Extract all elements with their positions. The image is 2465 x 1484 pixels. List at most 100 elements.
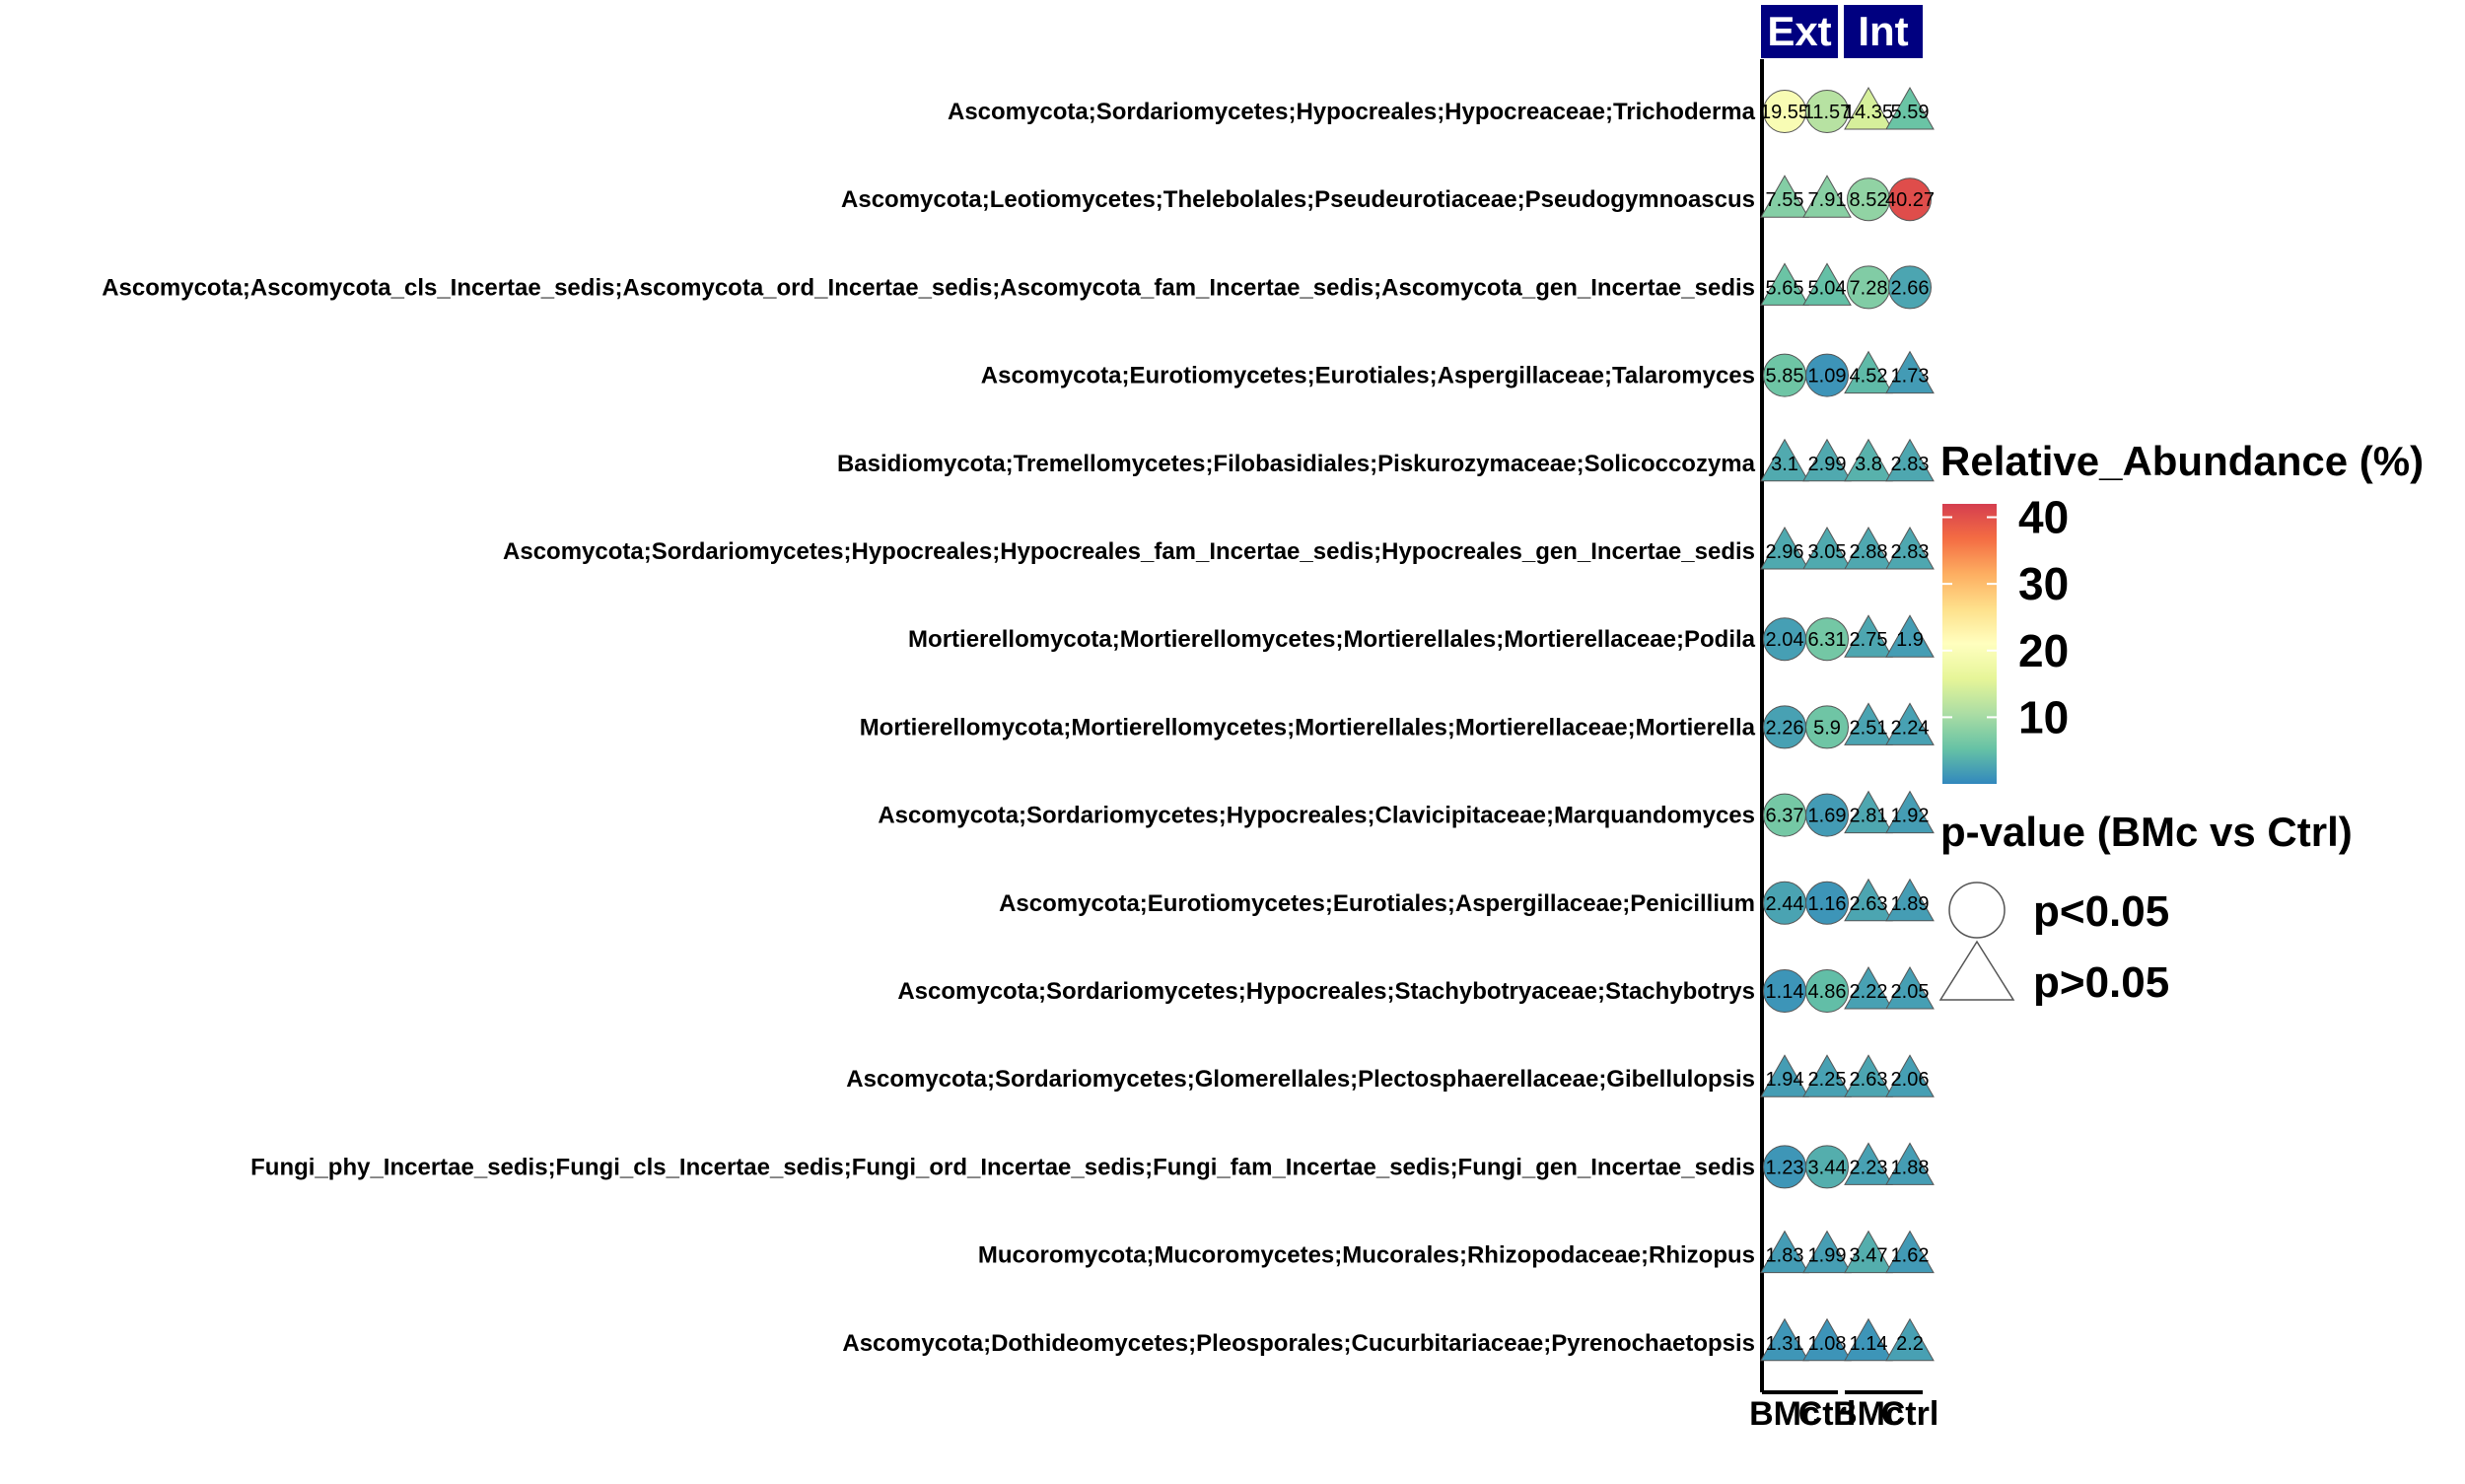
data-label: 2.44 xyxy=(1766,893,1804,915)
data-label: 40.27 xyxy=(1885,189,1935,211)
data-label: 2.81 xyxy=(1850,806,1888,827)
data-label: 2.24 xyxy=(1891,717,1930,739)
data-point-triangle xyxy=(1844,1230,1893,1274)
data-point-circle xyxy=(1805,969,1849,1013)
data-point-triangle xyxy=(1844,1054,1893,1097)
data-point-triangle xyxy=(1885,526,1935,570)
taxon-label: Ascomycota;Eurotiomycetes;Eurotiales;Asp… xyxy=(981,363,1755,389)
data-point-triangle xyxy=(1760,175,1809,218)
data-label: 1.09 xyxy=(1808,366,1847,388)
data-point-circle xyxy=(1805,881,1849,925)
shape-legend-label: p<0.05 xyxy=(2033,887,2169,936)
facet-strip-ext xyxy=(1761,5,1838,58)
data-point-triangle xyxy=(1760,1317,1809,1362)
data-label: 2.26 xyxy=(1766,717,1804,739)
facet-label-int: Int xyxy=(1858,8,1908,54)
x-tick-label: BMc xyxy=(1833,1395,1904,1433)
data-label: 11.57 xyxy=(1803,102,1852,123)
data-label: 5.85 xyxy=(1766,366,1804,388)
data-point-triangle xyxy=(1802,262,1852,306)
data-label: 8.52 xyxy=(1850,189,1888,211)
data-label: 1.62 xyxy=(1891,1245,1930,1267)
data-label: 5.65 xyxy=(1766,277,1804,299)
data-point-triangle xyxy=(1885,1230,1935,1274)
taxon-label: Ascomycota;Leotiomycetes;Thelebolales;Ps… xyxy=(841,186,1755,213)
color-legend-tick-label: 20 xyxy=(2018,625,2069,676)
data-label: 6.31 xyxy=(1808,629,1847,651)
taxon-label: Mucoromycota;Mucoromycetes;Mucorales;Rhi… xyxy=(978,1242,1755,1269)
data-point-triangle xyxy=(1885,350,1935,394)
data-label: 14.35 xyxy=(1844,102,1893,123)
data-label: 1.23 xyxy=(1766,1157,1804,1178)
taxon-label: Fungi_phy_Incertae_sedis;Fungi_cls_Incer… xyxy=(250,1154,1755,1180)
data-point-triangle xyxy=(1885,86,1935,130)
data-label: 1.14 xyxy=(1766,981,1804,1003)
data-label: 2.51 xyxy=(1850,717,1888,739)
data-point-triangle xyxy=(1802,175,1852,218)
data-label: 2.05 xyxy=(1891,981,1930,1003)
data-label: 3.1 xyxy=(1771,454,1798,475)
data-point-triangle xyxy=(1885,965,1935,1010)
data-label: 6.37 xyxy=(1766,806,1804,827)
color-legend-title: Relative_Abundance (%) xyxy=(1940,438,2424,484)
data-label: 2.75 xyxy=(1850,629,1888,651)
data-label: 1.89 xyxy=(1891,893,1930,915)
data-label: 2.88 xyxy=(1850,541,1888,563)
taxon-label: Ascomycota;Ascomycota_cls_Incertae_sedis… xyxy=(102,274,1755,301)
data-point-triangle xyxy=(1802,1230,1852,1274)
data-point-triangle xyxy=(1760,526,1809,570)
data-label: 1.94 xyxy=(1766,1069,1804,1091)
facet-strip-int xyxy=(1844,5,1923,58)
data-label: 1.16 xyxy=(1808,893,1847,915)
data-label: 2.99 xyxy=(1808,454,1847,475)
data-label: 1.73 xyxy=(1891,366,1930,388)
data-label: 2.83 xyxy=(1891,541,1930,563)
data-point-triangle xyxy=(1844,526,1893,570)
data-label: 1.88 xyxy=(1891,1157,1930,1178)
data-point-triangle xyxy=(1844,790,1893,834)
data-point-triangle xyxy=(1844,965,1893,1010)
taxon-label: Ascomycota;Sordariomycetes;Hypocreales;C… xyxy=(878,803,1755,829)
data-point-triangle xyxy=(1844,614,1893,658)
data-point-circle xyxy=(1805,353,1849,397)
data-point-triangle xyxy=(1844,878,1893,922)
data-point-triangle xyxy=(1802,1317,1852,1362)
taxon-label: Ascomycota;Eurotiomycetes;Eurotiales;Asp… xyxy=(999,890,1755,917)
data-label: 2.22 xyxy=(1850,981,1888,1003)
color-legend-tick-label: 40 xyxy=(2018,492,2069,543)
taxon-label: Basidiomycota;Tremellomycetes;Filobasidi… xyxy=(837,451,1756,477)
data-point-triangle xyxy=(1885,878,1935,922)
data-point-triangle xyxy=(1885,1054,1935,1097)
data-label: 3.44 xyxy=(1808,1157,1847,1178)
data-label: 1.14 xyxy=(1850,1333,1888,1355)
data-point-triangle xyxy=(1802,1054,1852,1097)
data-point-triangle xyxy=(1760,1054,1809,1097)
data-point-triangle xyxy=(1844,350,1893,394)
color-legend-tick-label: 30 xyxy=(2018,558,2069,609)
data-point-circle xyxy=(1888,177,1932,222)
data-label: 1.08 xyxy=(1808,1333,1847,1355)
data-point-triangle xyxy=(1844,1142,1893,1185)
data-label: 3.05 xyxy=(1808,541,1847,563)
data-label: 4.52 xyxy=(1850,366,1888,388)
data-label: 1.83 xyxy=(1766,1245,1804,1267)
data-point-triangle xyxy=(1760,262,1809,306)
data-label: 7.55 xyxy=(1766,189,1804,211)
data-label: 1.9 xyxy=(1896,629,1924,651)
x-tick-label: Ctrl xyxy=(1798,1395,1857,1433)
data-point-triangle xyxy=(1885,790,1935,834)
data-point-triangle xyxy=(1885,438,1935,482)
data-point-circle xyxy=(1805,617,1849,662)
data-label: 1.69 xyxy=(1808,806,1847,827)
facet-label-ext: Ext xyxy=(1767,8,1831,54)
color-legend-tick-label: 10 xyxy=(2018,691,2069,742)
data-point-triangle xyxy=(1802,526,1852,570)
data-label: 5.9 xyxy=(1813,717,1841,739)
data-point-triangle xyxy=(1760,438,1809,482)
data-label: 2.25 xyxy=(1808,1069,1847,1091)
data-point-triangle xyxy=(1844,86,1893,130)
data-point-triangle xyxy=(1844,1317,1893,1362)
data-label: 2.66 xyxy=(1891,277,1930,299)
taxon-label: Ascomycota;Dothideomycetes;Pleosporales;… xyxy=(842,1330,1755,1357)
